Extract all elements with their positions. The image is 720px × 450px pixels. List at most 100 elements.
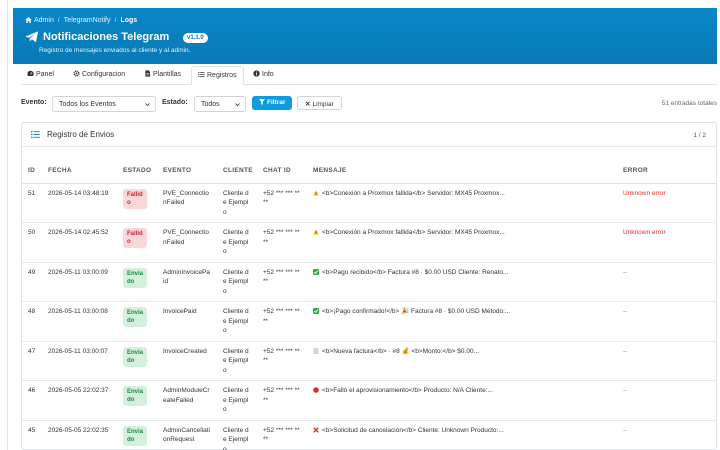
cell-estado: Fallido: [117, 222, 157, 263]
message-text: <b>Conexión a Proxmox fallida</b> Servid…: [322, 189, 505, 197]
breadcrumb-admin[interactable]: Admin: [34, 17, 54, 24]
evento-select-value: Todos los Eventos: [59, 101, 116, 108]
dashboard-icon: [27, 70, 34, 76]
column-header-fecha[interactable]: FECHA: [42, 159, 117, 184]
estado-label: Estado:: [162, 99, 188, 106]
breadcrumb-module[interactable]: TelegramNotify: [63, 17, 111, 24]
cell-id: 45: [22, 420, 42, 450]
table-row[interactable]: 50 2026-05-14 02:45:52 Fallido PVE_Connecti…: [22, 222, 716, 263]
tab-label: Info: [262, 71, 274, 78]
status-badge: Enviado: [123, 267, 147, 288]
message-text: <b>¡Pago confirmado!</b> 🎉 Factura #8 · …: [322, 308, 511, 315]
message-text: <b>Nueva factura</b> · #8 💰 <b>Monto:</b…: [322, 347, 479, 355]
cell-chat-id: +52 *** *** ****: [257, 301, 307, 342]
evento-select[interactable]: Todos los Eventos: [52, 96, 156, 112]
tab-info[interactable]: Info: [247, 66, 280, 85]
status-badge: Fallido: [123, 188, 147, 209]
estado-select[interactable]: Todos: [194, 96, 246, 112]
tab-configuracion[interactable]: Configuracion: [67, 66, 131, 85]
cell-cliente[interactable]: Cliente de Ejemplo: [217, 341, 257, 381]
cell-fecha: 2026-05-11 03:00:08: [42, 301, 117, 342]
column-header-cliente[interactable]: CLIENTE: [217, 159, 257, 184]
filter-button[interactable]: Filtrar: [252, 96, 293, 110]
estado-select-value: Todos: [201, 101, 220, 108]
cell-evento: AdminInvoicePaid: [157, 262, 217, 302]
column-header-mensaje[interactable]: MENSAJE: [307, 159, 617, 184]
cell-estado: Enviado: [117, 380, 157, 421]
column-header-chat-id[interactable]: CHAT ID: [257, 159, 307, 184]
cell-cliente[interactable]: Cliente de Ejemplo: [217, 183, 257, 223]
filter-icon: [259, 99, 265, 105]
tab-panel[interactable]: Panel: [21, 66, 60, 85]
cell-mensaje: <b>¡Pago confirmado!</b> 🎉 Factura #8 · …: [307, 301, 617, 342]
table-row[interactable]: 46 2026-05-05 22:02:37 Enviado AdminModuleC…: [22, 380, 716, 421]
table-body: 51 2026-05-14 03:48:19 Fallido PVE_Connecti…: [22, 183, 716, 450]
cell-fecha: 2026-05-05 22:02:37: [42, 380, 117, 421]
cell-estado: Enviado: [117, 341, 157, 381]
column-header-error[interactable]: ERROR: [617, 159, 716, 184]
status-badge: Enviado: [123, 346, 147, 367]
cross-icon: [313, 426, 319, 433]
tab-label: Configuracion: [82, 71, 126, 78]
clear-button[interactable]: ✕ Limpiar: [297, 96, 342, 110]
cell-error: --: [617, 380, 716, 421]
cell-mensaje: <b>Falló el aprovisionamiento</b> Produc…: [307, 380, 617, 421]
table-row[interactable]: 45 2026-05-05 22:02:35 Enviado AdminCancell…: [22, 420, 716, 450]
cell-cliente[interactable]: Cliente de Ejemplo: [217, 262, 257, 302]
cell-chat-id: +52 *** *** ****: [257, 420, 307, 450]
column-header-id[interactable]: ID: [22, 159, 42, 184]
status-badge: Enviado: [123, 307, 147, 327]
document-icon: [313, 347, 319, 354]
cell-mensaje: <b>Solicitud de cancelación</b> Cliente:…: [307, 420, 617, 450]
cell-fecha: 2026-05-14 03:48:19: [42, 183, 117, 223]
table-row[interactable]: 47 2026-05-11 03:00:07 Enviado InvoiceCreat…: [22, 341, 716, 381]
file-icon: [145, 70, 150, 77]
card-title: Registro de Envios: [47, 130, 115, 139]
cell-cliente[interactable]: Cliente de Ejemplo: [217, 301, 257, 342]
table-row[interactable]: 48 2026-05-11 03:00:08 Enviado InvoicePaid C…: [22, 301, 716, 342]
version-badge: v1.1.0: [183, 33, 208, 43]
tab-registros[interactable]: Registros: [191, 66, 244, 85]
cell-estado: Enviado: [117, 301, 157, 342]
tab-label: Plantillas: [153, 71, 182, 78]
cell-chat-id: +52 *** *** ****: [257, 222, 307, 263]
table-row[interactable]: 51 2026-05-14 03:48:19 Fallido PVE_Connecti…: [22, 183, 716, 223]
message-text: <b>Conexión a Proxmox fallida</b> Servid…: [322, 229, 505, 236]
column-header-estado[interactable]: ESTADO: [117, 159, 157, 184]
filter-button-label: Filtrar: [267, 99, 286, 106]
cell-cliente[interactable]: Cliente de Ejemplo: [217, 420, 257, 450]
log-card: Registro de Envios 1 / 2 ID FECHA ESTADO…: [21, 122, 717, 450]
cell-error: --: [617, 341, 716, 381]
status-badge: Enviado: [123, 386, 147, 406]
page-title: Notificaciones Telegram: [43, 31, 170, 43]
cell-cliente[interactable]: Cliente de Ejemplo: [217, 222, 257, 263]
cell-fecha: 2026-05-11 03:00:07: [42, 341, 117, 381]
cell-id: 46: [22, 380, 42, 421]
cell-fecha: 2026-05-14 02:45:52: [42, 222, 117, 263]
page-subtitle: Registro de mensajes enviados al cliente…: [39, 47, 191, 54]
tab-label: Registros: [207, 72, 237, 79]
status-badge: Enviado: [123, 425, 147, 446]
cell-estado: Enviado: [117, 262, 157, 302]
breadcrumb-separator: /: [114, 17, 117, 24]
cell-id: 47: [22, 341, 42, 381]
home-icon: [25, 17, 32, 23]
message-text: <b>Pago recibido</b> Factura #8 · $0.00 …: [322, 268, 509, 276]
cell-fecha: 2026-05-05 22:02:35: [42, 420, 117, 450]
table-row[interactable]: 49 2026-05-11 03:00:09 Enviado AdminInvoice…: [22, 262, 716, 302]
list-icon: [198, 72, 205, 78]
telegram-plane-icon: [25, 31, 39, 43]
column-header-evento[interactable]: EVENTO: [157, 159, 217, 184]
cell-chat-id: +52 *** *** ****: [257, 341, 307, 381]
tab-plantillas[interactable]: Plantillas: [138, 66, 187, 85]
cell-mensaje: <b>Conexión a Proxmox fallida</b> Servid…: [307, 183, 617, 223]
total-entries: 51 entradas totales: [661, 100, 717, 107]
cell-error: Unknown error: [617, 183, 716, 223]
left-sidebar-edge: [0, 0, 8, 450]
cell-evento: PVE_ConnectionFailed: [157, 183, 217, 223]
cell-cliente[interactable]: Cliente de Ejemplo: [217, 380, 257, 421]
breadcrumb: Admin / TelegramNotify / Logs: [25, 17, 137, 24]
cell-mensaje: <b>Conexión a Proxmox fallida</b> Servid…: [307, 222, 617, 263]
tab-label: Panel: [36, 71, 54, 78]
warning-icon: [313, 189, 319, 196]
